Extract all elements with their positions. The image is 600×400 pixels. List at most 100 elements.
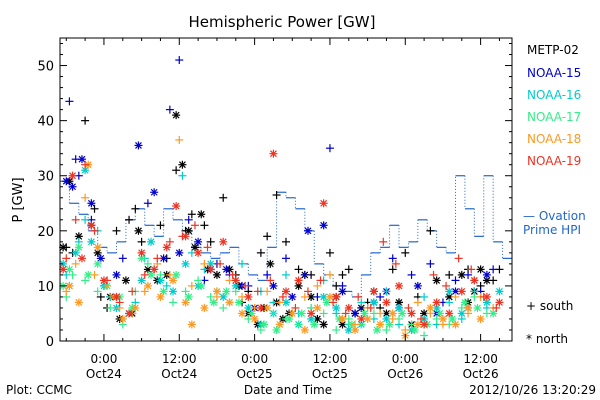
- point-noaa-16-south: [445, 298, 454, 307]
- point-noaa-19-north: [181, 232, 190, 241]
- point-noaa-19-south: [429, 270, 438, 279]
- point-metp-02-south: [81, 116, 90, 125]
- legend-south-marker: + south: [526, 299, 573, 313]
- point-noaa-15-south: [464, 270, 473, 279]
- point-noaa-15-south: [451, 276, 460, 285]
- point-noaa-18-north: [464, 303, 473, 312]
- point-noaa-19-north: [112, 292, 121, 301]
- point-noaa-15-south: [165, 105, 174, 114]
- point-noaa-17-north: [184, 292, 193, 301]
- point-metp-02-south: [131, 204, 140, 213]
- point-noaa-17-north: [209, 298, 218, 307]
- point-noaa-15-north: [112, 270, 121, 279]
- point-noaa-19-north: [244, 292, 253, 301]
- point-noaa-17-north: [74, 243, 83, 252]
- point-noaa-19-south: [216, 259, 225, 268]
- point-noaa-15-north: [150, 188, 159, 197]
- footer-plot-credit: Plot: CCMC: [6, 383, 72, 397]
- point-metp-02-south: [112, 226, 121, 235]
- point-noaa-16-north: [369, 298, 378, 307]
- x-tick-label-time: 12:00: [313, 352, 348, 366]
- point-noaa-19-south: [203, 243, 212, 252]
- point-noaa-15-north: [319, 221, 328, 230]
- point-metp-02-south: [96, 292, 105, 301]
- x-tick-label-date: Oct26: [463, 367, 499, 381]
- point-noaa-19-south: [128, 287, 137, 296]
- point-noaa-18-south: [451, 292, 460, 301]
- point-noaa-18-north: [288, 309, 297, 318]
- point-metp-02-north: [184, 226, 193, 235]
- point-metp-02-south: [206, 237, 215, 246]
- point-noaa-17-north: [247, 309, 256, 318]
- x-tick-label-date: Oct25: [312, 367, 348, 381]
- point-noaa-19-north: [319, 199, 328, 208]
- point-noaa-19-south: [140, 270, 149, 279]
- point-noaa-19-north: [369, 287, 378, 296]
- point-noaa-19-north: [162, 243, 171, 252]
- point-noaa-16-north: [137, 276, 146, 285]
- point-noaa-17-north: [398, 309, 407, 318]
- point-noaa-19-south: [454, 254, 463, 263]
- point-noaa-16-south: [357, 298, 366, 307]
- point-noaa-19-south: [241, 281, 250, 290]
- point-noaa-18-south: [313, 281, 322, 290]
- point-noaa-17-south: [156, 270, 165, 279]
- y-axis-label: P [GW]: [11, 177, 26, 222]
- point-metp-02-south: [137, 237, 146, 246]
- point-noaa-15-north: [62, 177, 71, 186]
- point-noaa-17-south: [269, 309, 278, 318]
- point-noaa-15-south: [300, 270, 309, 279]
- point-noaa-17-south: [231, 287, 240, 296]
- point-noaa-15-north: [194, 237, 203, 246]
- point-noaa-18-north: [351, 325, 360, 334]
- legend-ovation-line1: — Ovation: [523, 209, 586, 223]
- x-tick-label-date: Oct24: [86, 367, 122, 381]
- point-noaa-18-north: [376, 320, 385, 329]
- x-tick-label-time: 0:00: [392, 352, 419, 366]
- point-noaa-16-south: [420, 292, 429, 301]
- point-noaa-17-north: [260, 320, 269, 329]
- point-noaa-19-north: [219, 237, 228, 246]
- point-noaa-19-north: [382, 298, 391, 307]
- point-noaa-17-north: [385, 320, 394, 329]
- point-metp-02-south: [263, 232, 272, 241]
- point-noaa-17-north: [310, 320, 319, 329]
- point-noaa-17-south: [319, 309, 328, 318]
- point-noaa-19-south: [71, 215, 80, 224]
- point-noaa-18-north: [313, 303, 322, 312]
- point-noaa-19-north: [99, 276, 108, 285]
- point-noaa-19-north: [256, 303, 265, 312]
- point-noaa-15-north: [134, 141, 143, 150]
- point-noaa-18-north: [187, 320, 196, 329]
- point-noaa-18-north: [181, 298, 190, 307]
- point-metp-02-north: [121, 276, 130, 285]
- point-noaa-15-north: [87, 199, 96, 208]
- point-metp-02-north: [476, 265, 485, 274]
- point-noaa-15-north: [482, 270, 491, 279]
- point-noaa-19-north: [344, 303, 353, 312]
- point-noaa-18-north: [476, 314, 485, 323]
- legend-item-noaa-18: NOAA-18: [527, 132, 582, 146]
- point-metp-02-south: [388, 265, 397, 274]
- point-noaa-18-north: [388, 309, 397, 318]
- point-noaa-17-north: [272, 325, 281, 334]
- point-noaa-17-south: [294, 320, 303, 329]
- x-axis-label: Date and Time: [244, 383, 332, 397]
- y-tick-label: 10: [37, 280, 54, 295]
- point-noaa-19-north: [445, 309, 454, 318]
- point-noaa-16-north: [395, 303, 403, 312]
- point-noaa-19-north: [125, 309, 134, 318]
- point-noaa-17-south: [93, 287, 102, 296]
- point-noaa-19-north: [282, 287, 290, 296]
- point-noaa-16-south: [282, 270, 290, 279]
- point-noaa-19-north: [395, 281, 403, 290]
- point-noaa-19-north: [457, 287, 466, 296]
- point-noaa-19-south: [354, 292, 363, 301]
- point-noaa-19-south: [391, 259, 400, 268]
- point-noaa-19-north: [420, 320, 429, 329]
- point-noaa-19-north: [269, 149, 278, 158]
- point-noaa-17-north: [234, 298, 243, 307]
- point-metp-02-south: [426, 226, 435, 235]
- point-noaa-19-north: [432, 298, 441, 307]
- point-noaa-15-north: [338, 287, 347, 296]
